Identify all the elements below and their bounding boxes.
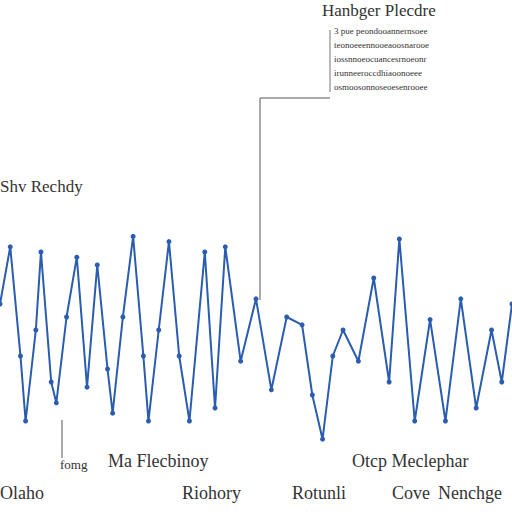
svg-text:fomg: fomg: [60, 457, 88, 472]
svg-text:Shv Rechdy: Shv Rechdy: [0, 177, 83, 196]
svg-text:Rotunli: Rotunli: [292, 483, 346, 503]
svg-text:teonoeeennooeaoosnarooe: teonoeeennooeaoosnarooe: [334, 40, 429, 50]
svg-text:irunneeroccdhiaoonoeee: irunneeroccdhiaoonoeee: [334, 68, 422, 78]
svg-text:Olaho: Olaho: [0, 483, 44, 503]
svg-text:iossnnoeocuancesrnoeonr: iossnnoeocuancesrnoeonr: [334, 54, 426, 64]
svg-text:osmoosonnoseoesenrooee: osmoosonnoseoesenrooee: [334, 82, 427, 92]
svg-text:Otcp Meclephar: Otcp Meclephar: [352, 451, 468, 471]
svg-text:Nenchge: Nenchge: [438, 483, 502, 503]
svg-text:Hanbger Plecdre: Hanbger Plecdre: [322, 1, 436, 20]
svg-text:3 pue peondooannernsoee: 3 pue peondooannernsoee: [334, 26, 427, 36]
svg-text:Riohory: Riohory: [182, 483, 241, 503]
svg-text:Cove: Cove: [392, 483, 430, 503]
svg-text:Ma Flecbinoy: Ma Flecbinoy: [108, 451, 209, 471]
